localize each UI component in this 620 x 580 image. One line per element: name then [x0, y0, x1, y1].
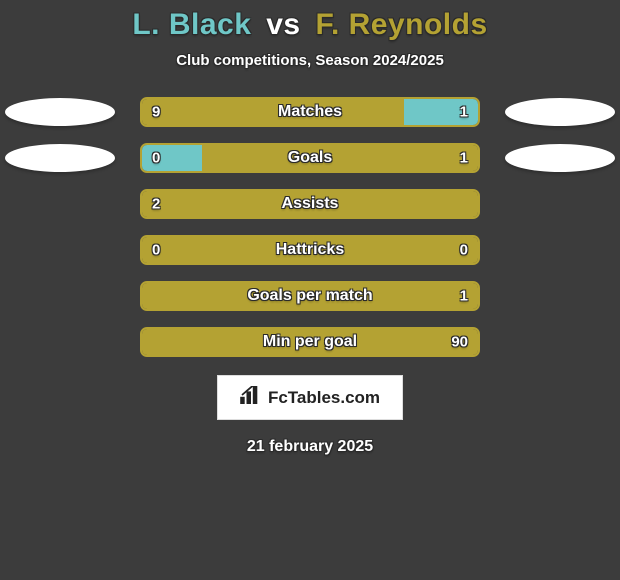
player1-photo: [5, 98, 115, 126]
stat-right-value: 1: [460, 104, 468, 121]
stat-row: Matches9 1: [0, 97, 620, 127]
chart-icon: [240, 386, 262, 409]
stat-label: Matches: [142, 103, 478, 121]
page-title: L. Black vs F. Reynolds: [132, 8, 487, 42]
stat-label: Min per goal: [142, 333, 478, 351]
stat-row: Goals per match1: [0, 281, 620, 311]
stat-bar: Goals per match1: [140, 281, 480, 311]
player1-photo: [5, 144, 115, 172]
player2-photo: [505, 144, 615, 172]
stat-row: Assists2: [0, 189, 620, 219]
stat-left-value: 0: [152, 150, 160, 167]
stat-label: Goals per match: [142, 287, 478, 305]
brand-text: FcTables.com: [268, 388, 380, 408]
stat-label: Goals: [142, 149, 478, 167]
stat-right-value: 1: [460, 150, 468, 167]
stat-bar: Matches9 1: [140, 97, 480, 127]
stat-bar: Min per goal90: [140, 327, 480, 357]
stat-row: Min per goal90: [0, 327, 620, 357]
stat-row: Hattricks0 0: [0, 235, 620, 265]
stat-left-value: 9: [152, 104, 160, 121]
stat-bar: Goals0 1: [140, 143, 480, 173]
stat-label: Assists: [142, 195, 478, 213]
stat-right-value: 0: [460, 242, 468, 259]
stats-chart: Matches91Goals01Assists2Hattricks00Goals…: [0, 97, 620, 357]
stat-bar: Assists2: [140, 189, 480, 219]
stat-left-value: 2: [152, 196, 160, 213]
stat-bar: Hattricks0 0: [140, 235, 480, 265]
stat-right-value: 1: [460, 288, 468, 305]
comparison-infographic: L. Black vs F. Reynolds Club competition…: [0, 0, 620, 580]
player2-name: F. Reynolds: [315, 8, 487, 41]
brand-badge: FcTables.com: [217, 375, 403, 420]
stat-label: Hattricks: [142, 241, 478, 259]
vs-label: vs: [266, 8, 300, 41]
subtitle: Club competitions, Season 2024/2025: [176, 52, 444, 69]
date-label: 21 february 2025: [247, 438, 373, 456]
stat-row: Goals0 1: [0, 143, 620, 173]
stat-right-value: 90: [451, 334, 468, 351]
player2-photo: [505, 98, 615, 126]
player1-name: L. Black: [132, 8, 251, 41]
stat-left-value: 0: [152, 242, 160, 259]
